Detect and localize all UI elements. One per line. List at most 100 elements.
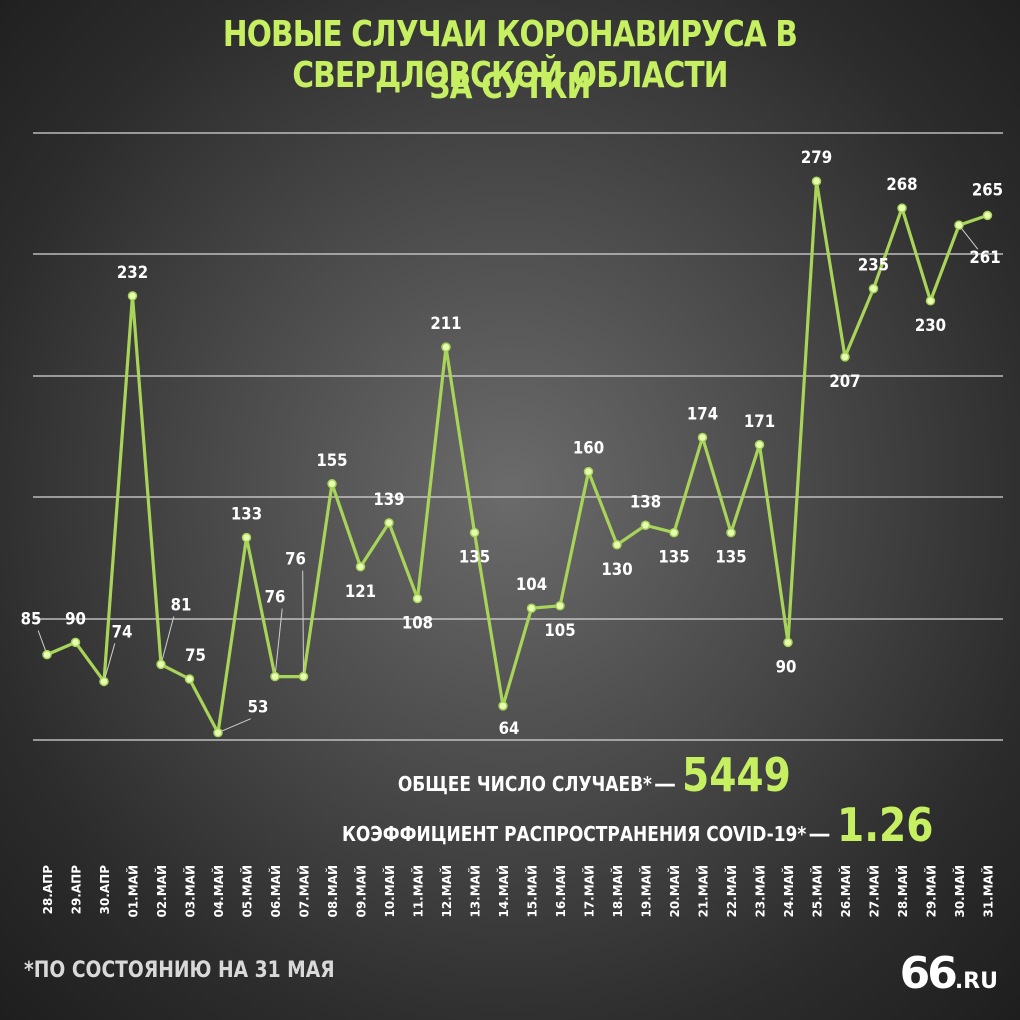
data-label: 207: [829, 371, 860, 391]
data-point: [811, 176, 822, 186]
x-tick-label: 11.МАЙ: [411, 865, 426, 918]
x-tick-label: 06.МАЙ: [268, 865, 283, 918]
data-label: 90: [776, 656, 797, 676]
data-point: [213, 727, 223, 738]
total-cases-row: ОБЩЕЕ ЧИСЛО СЛУЧАЕВ* — 5449: [353, 748, 810, 802]
x-tick-label: 16.МАЙ: [553, 865, 568, 918]
data-point: [583, 466, 594, 477]
data-label: 155: [316, 450, 347, 470]
data-point: [99, 676, 109, 687]
data-label: 76: [265, 587, 286, 607]
chart-title-line2: ЗА СУТКИ: [429, 66, 592, 107]
data-label: 232: [117, 262, 148, 282]
spread-coefficient-label: КОЭФФИЦИЕНТ РАСПРОСТРАНЕНИЯ COVID-19*: [342, 822, 807, 846]
data-point: [697, 432, 708, 443]
x-tick-label: 14.МАЙ: [496, 865, 511, 918]
data-label: 211: [430, 313, 461, 333]
spread-coefficient-value: 1.26: [836, 798, 933, 852]
data-point: [469, 527, 480, 538]
total-cases-label: ОБЩЕЕ ЧИСЛО СЛУЧАЕВ*: [397, 772, 652, 796]
data-label: 135: [715, 547, 746, 567]
data-point: [897, 203, 907, 213]
data-label: 261: [969, 247, 1000, 267]
x-tick-label: 15.МАЙ: [525, 865, 540, 918]
data-point: [925, 296, 936, 306]
data-point: [669, 527, 679, 538]
x-tick-label: 13.МАЙ: [468, 865, 483, 918]
footnote: *ПО СОСТОЯНИЮ НА 31 МАЯ: [24, 958, 335, 983]
data-label: 85: [21, 609, 42, 629]
x-tick-label: 28.МАЙ: [895, 865, 910, 918]
data-label: 235: [858, 255, 889, 275]
data-label: 90: [65, 608, 86, 628]
data-label: 75: [185, 645, 206, 665]
data-label: 265: [972, 179, 1003, 199]
x-tick-label: 27.МАЙ: [867, 865, 882, 918]
x-tick-label: 20.МАЙ: [667, 865, 682, 918]
logo-number: 66: [899, 948, 958, 999]
data-label: 135: [459, 547, 490, 567]
data-label: 74: [112, 622, 133, 642]
data-label: 139: [373, 489, 404, 509]
data-label: 160: [573, 438, 604, 458]
x-tick-label: 04.МАЙ: [211, 865, 226, 918]
data-point: [184, 674, 195, 684]
data-point: [612, 540, 622, 550]
x-tick-label: 17.МАЙ: [582, 865, 597, 918]
data-point: [412, 593, 423, 604]
leader-line: [274, 608, 283, 677]
total-cases-value: 5449: [681, 748, 791, 802]
leader-line: [103, 643, 116, 682]
data-point: [526, 603, 537, 613]
data-point: [298, 671, 309, 682]
data-point: [355, 562, 366, 572]
leader-line: [302, 570, 304, 677]
data-point: [982, 210, 993, 221]
x-tick-label: 28.АПР: [41, 865, 55, 915]
data-point: [42, 649, 52, 660]
data-label: 76: [285, 549, 306, 569]
data-label: 171: [744, 411, 775, 431]
x-tick-label: 29.АПР: [70, 865, 84, 915]
x-tick-label: 29.МАЙ: [924, 865, 939, 918]
leader-line: [160, 616, 175, 665]
data-point: [726, 527, 736, 538]
leader-line: [958, 224, 979, 250]
data-point: [156, 659, 166, 670]
total-cases-dash: —: [653, 772, 676, 797]
x-tick-label: 24.МАЙ: [781, 865, 796, 918]
data-label: 121: [345, 581, 376, 601]
x-tick-label: 07.МАЙ: [297, 865, 312, 918]
x-tick-label: 05.МАЙ: [240, 865, 255, 918]
x-tick-label: 09.МАЙ: [354, 865, 369, 918]
x-tick-label: 01.МАЙ: [126, 865, 141, 918]
data-point: [270, 671, 280, 682]
x-tick-label: 12.МАЙ: [439, 865, 454, 918]
data-point: [127, 291, 138, 301]
logo-domain: .RU: [954, 969, 998, 994]
data-point: [327, 479, 337, 489]
data-point: [384, 518, 394, 528]
site-logo: 66 .RU: [900, 948, 998, 999]
x-tick-label: 21.МАЙ: [696, 865, 711, 918]
chart-title-line1: НОВЫЕ СЛУЧАИ КОРОНАВИРУСА В СВЕРДЛОВСКОЙ…: [222, 14, 798, 96]
data-label: 138: [630, 491, 661, 511]
data-label: 53: [248, 697, 269, 717]
data-label: 64: [499, 718, 520, 738]
spread-coefficient-dash: —: [808, 822, 831, 847]
data-point: [840, 352, 850, 362]
data-point: [555, 601, 565, 611]
data-label: 104: [516, 574, 547, 594]
data-point: [241, 532, 252, 543]
data-label: 268: [886, 174, 917, 194]
x-tick-label: 03.МАЙ: [183, 865, 198, 918]
data-label: 130: [601, 559, 632, 579]
series-line: [46, 179, 989, 735]
x-tick-label: 31.МАЙ: [981, 865, 996, 918]
spread-coefficient-row: КОЭФФИЦИЕНТ РАСПРОСТРАНЕНИЯ COVID-19* — …: [260, 798, 950, 852]
data-point: [441, 342, 451, 352]
data-label: 133: [231, 504, 262, 524]
data-point: [70, 637, 81, 648]
x-tick-label: 02.МАЙ: [154, 865, 169, 918]
